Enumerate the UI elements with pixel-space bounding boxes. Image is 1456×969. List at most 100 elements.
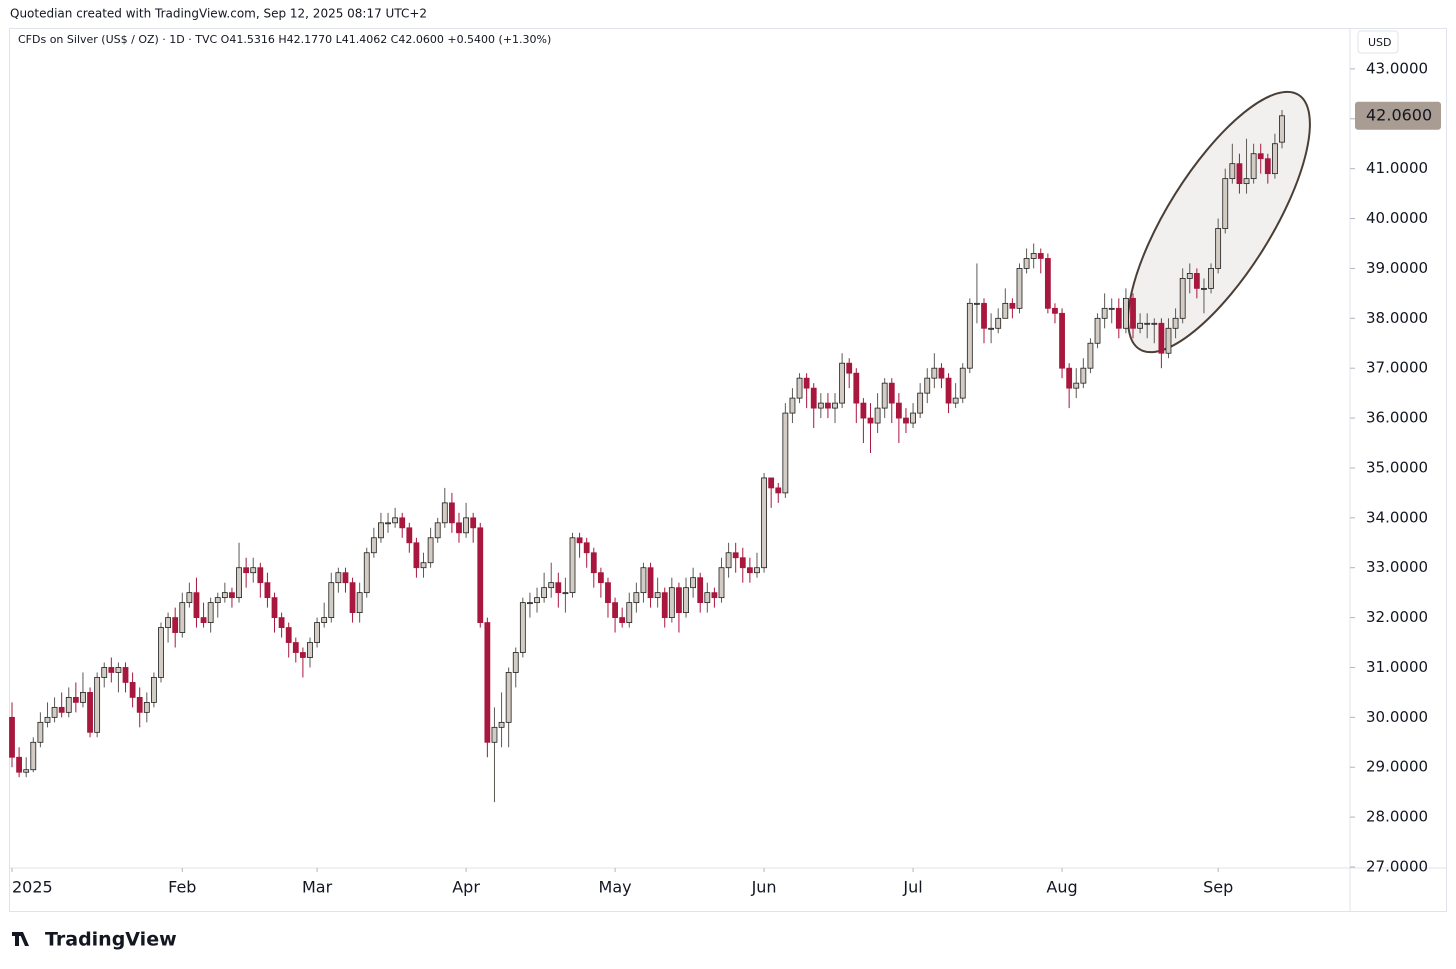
- candle-body: [23, 769, 30, 773]
- candle-body: [349, 582, 356, 614]
- candle-body: [640, 567, 647, 594]
- last-price-box: [1355, 101, 1441, 130]
- candle-body: [548, 582, 555, 589]
- candle-body: [413, 542, 420, 569]
- candle-body: [519, 602, 526, 653]
- candle-body: [221, 592, 228, 599]
- candle-body: [385, 522, 391, 525]
- candle-body: [143, 701, 150, 713]
- x-tick-label: Aug: [1046, 878, 1077, 897]
- candle-body: [555, 582, 562, 594]
- candle-body: [399, 517, 406, 529]
- candle-body: [839, 362, 846, 404]
- candle-body: [158, 627, 164, 678]
- candles: [9, 109, 1285, 803]
- candle-body: [285, 627, 292, 643]
- y-tick-label: 39.0000: [1366, 259, 1428, 277]
- candle-body: [597, 572, 604, 584]
- candle-body: [363, 552, 370, 594]
- candle-body: [732, 552, 739, 559]
- candle-body: [1201, 287, 1207, 290]
- candle-body: [711, 592, 718, 599]
- candle-body: [1250, 153, 1257, 180]
- x-tick-label: Jun: [751, 878, 777, 897]
- candle-body: [654, 592, 661, 599]
- candle-body: [498, 721, 505, 728]
- candle-body: [1172, 317, 1179, 329]
- candle-body: [1030, 253, 1037, 259]
- candle-body: [952, 397, 959, 404]
- candle-body: [87, 692, 93, 733]
- candle-body: [1243, 178, 1250, 185]
- candle-body: [200, 617, 207, 623]
- candle-body: [448, 502, 455, 524]
- candle-body: [1023, 258, 1030, 269]
- candle-body: [37, 721, 44, 743]
- candle-body: [1115, 307, 1122, 329]
- candle-body: [328, 582, 335, 618]
- candle-body: [1130, 297, 1136, 329]
- x-tick-label: 2025: [12, 878, 53, 897]
- candle-body: [1073, 382, 1080, 389]
- candle-body: [299, 652, 306, 658]
- candle-body: [796, 377, 803, 399]
- candle-body: [676, 587, 682, 614]
- candle-body: [1101, 307, 1108, 319]
- candle-body: [917, 392, 924, 414]
- candle-body: [718, 567, 725, 599]
- candle-body: [108, 667, 115, 673]
- y-tick-label: 28.0000: [1366, 808, 1428, 826]
- candle-body: [9, 716, 15, 758]
- candle-body: [236, 567, 242, 599]
- x-tick-label: Jul: [902, 878, 922, 897]
- candle-body: [257, 567, 264, 584]
- candle-body: [754, 567, 760, 574]
- candle-body: [420, 562, 427, 569]
- candle-body: [1094, 317, 1101, 344]
- candle-body: [1066, 367, 1073, 389]
- candle-body: [434, 522, 441, 539]
- candle-body: [924, 377, 931, 394]
- candle-body: [1229, 163, 1236, 180]
- candle-body: [1044, 258, 1051, 309]
- candle-body: [179, 602, 186, 633]
- candle-body: [1108, 307, 1115, 310]
- candle-body: [30, 741, 37, 771]
- candle-body: [44, 716, 51, 723]
- candle-body: [1236, 163, 1243, 185]
- candle-body: [590, 552, 597, 574]
- currency: USD: [1368, 36, 1392, 49]
- candle-body: [1215, 228, 1222, 269]
- candle-body: [463, 517, 469, 534]
- candle-body: [370, 537, 377, 554]
- candle-body: [491, 726, 498, 743]
- candle-body: [846, 362, 853, 374]
- candle-body: [65, 697, 72, 713]
- candle-body: [562, 592, 569, 595]
- candle-body: [1179, 278, 1186, 319]
- candle-body: [981, 302, 987, 329]
- candle-body: [115, 667, 122, 673]
- candle-body: [626, 602, 633, 623]
- candle-body: [817, 402, 824, 409]
- y-tick-label: 37.0000: [1366, 359, 1428, 377]
- candle-body: [342, 572, 349, 584]
- y-tick-label: 35.0000: [1366, 458, 1428, 476]
- candle-body: [1193, 273, 1200, 289]
- candle-body: [534, 597, 540, 604]
- candle-body: [1186, 273, 1193, 279]
- candle-body: [690, 577, 697, 589]
- candle-body: [903, 417, 909, 424]
- candle-body: [668, 587, 675, 618]
- candle-body: [661, 592, 668, 618]
- candle-body: [576, 537, 583, 544]
- candle-body: [427, 537, 434, 564]
- candle-body: [172, 617, 179, 633]
- candle-body: [264, 582, 271, 599]
- candle-body: [1257, 153, 1264, 160]
- candle-body: [1080, 367, 1087, 384]
- candle-body: [761, 477, 767, 569]
- candle-body: [768, 477, 775, 489]
- candle-body: [1087, 342, 1094, 369]
- candle-body: [441, 502, 448, 524]
